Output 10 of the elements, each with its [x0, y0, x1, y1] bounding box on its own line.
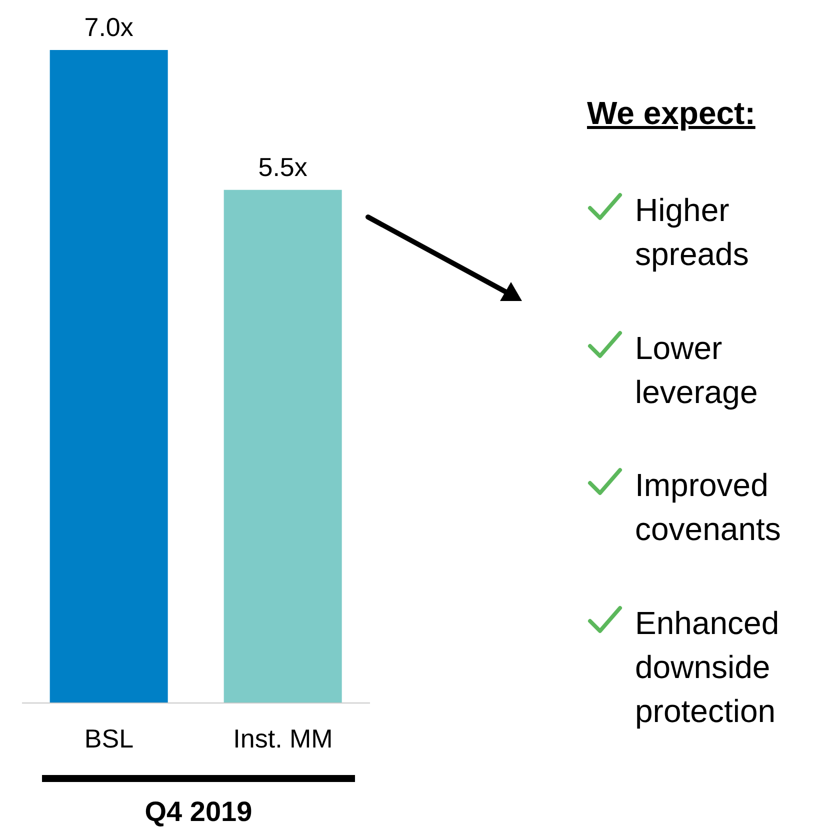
text: Lower leverage [635, 328, 759, 412]
x-axis-title: Q4 2019 [144, 796, 254, 828]
text: Improved covenants [635, 466, 782, 550]
text: Higher spreads [635, 191, 750, 274]
text: We expect: [587, 95, 756, 132]
x-tick-label: Inst. MM [233, 723, 333, 754]
data-label: 5.5x [258, 152, 308, 182]
text: Enhanced downside protection [635, 604, 780, 732]
x-tick-label: BSL [84, 723, 134, 754]
data-label: 7.0x [84, 12, 134, 42]
